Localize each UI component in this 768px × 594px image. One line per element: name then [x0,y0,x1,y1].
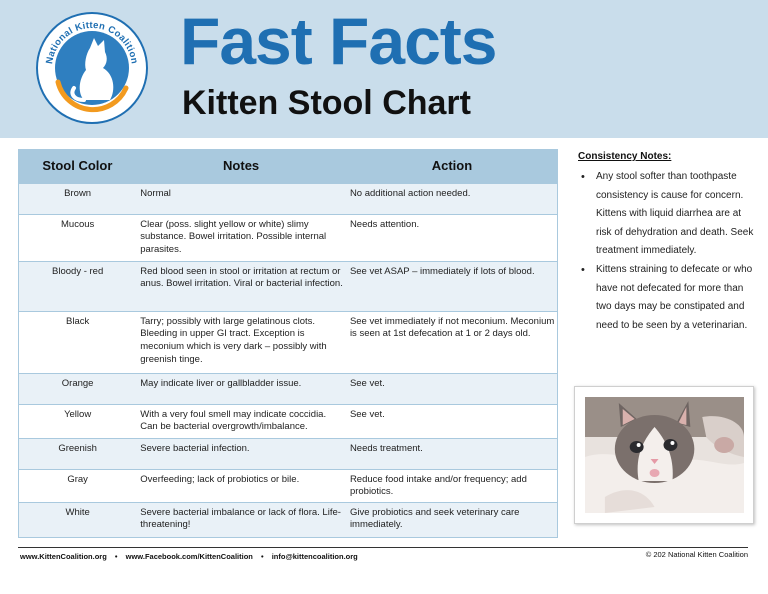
cat-silhouette-icon [70,38,114,102]
action-cell: See vet. [345,403,558,438]
website-link[interactable]: www.KittenCoalition.org [20,552,107,561]
table-row: Gray Overfeeding; lack of probiotics or … [18,468,558,502]
stool-color-cell: Mucous [18,213,137,261]
stool-color-cell: Bloody - red [18,260,137,311]
header-banner: National Kitten Coalition Fast Facts Kit… [0,0,768,138]
table-row: Black Tarry; possibly with large gelatin… [18,310,558,373]
notes-cell: Severe bacterial infection. [136,437,346,469]
notes-cell: Severe bacterial imbalance or lack of fl… [136,501,346,538]
table-row: Yellow With a very foul smell may indica… [18,403,558,438]
action-cell: Needs treatment. [345,437,558,469]
notes-cell: Red blood seen in stool or irritation at… [136,260,346,311]
action-cell: See vet immediately if not meconium. Mec… [345,310,558,373]
footer-separator: • [260,552,264,561]
notes-cell: May indicate liver or gallbladder issue. [136,372,346,404]
action-cell: Reduce food intake and/or frequency; add… [345,468,558,502]
notes-cell: Clear (poss. slight yellow or white) sli… [136,213,346,261]
table-row: Orange May indicate liver or gallbladder… [18,372,558,404]
table-row: White Severe bacterial imbalance or lack… [18,501,558,538]
column-header-action: Action [345,149,558,183]
stool-color-cell: Yellow [18,403,137,438]
table-row: Brown Normal No additional action needed… [18,182,558,214]
footer-links: www.KittenCoalition.org • www.Facebook.c… [20,552,358,561]
action-cell: See vet ASAP – immediately if lots of bl… [345,260,558,311]
stool-color-cell: Black [18,310,137,373]
column-header-stool-color: Stool Color [18,149,137,183]
stool-color-cell: Gray [18,468,137,502]
kitten-photo-frame [574,386,754,524]
action-cell: See vet. [345,372,558,404]
page-subtitle: Kitten Stool Chart [182,84,471,122]
list-item: Any stool softer than toothpaste consist… [578,168,758,261]
column-header-notes: Notes [135,149,346,183]
facebook-link[interactable]: www.Facebook.com/KittenCoalition [125,552,253,561]
table-row: Bloody - red Red blood seen in stool or … [18,260,558,311]
stool-color-cell: White [18,501,137,538]
table-header-row: Stool Color Notes Action [18,149,558,183]
action-cell: Needs attention. [345,213,558,261]
consistency-notes: Consistency Notes: Any stool softer than… [578,151,758,335]
copyright-text: © 202 National Kitten Coalition [645,550,748,559]
stool-chart-table-container: Stool Color Notes Action Brown Normal No… [18,149,558,538]
email-link[interactable]: info@kittencoalition.org [271,552,358,561]
footer-divider [18,547,748,548]
notes-cell: Normal [136,182,346,214]
stool-chart-table: Stool Color Notes Action Brown Normal No… [18,149,558,538]
national-kitten-coalition-logo: National Kitten Coalition [36,12,148,124]
page-title: Fast Facts [180,4,497,78]
consistency-notes-heading: Consistency Notes: [578,151,672,162]
stool-color-cell: Brown [18,182,137,214]
table-row: Greenish Severe bacterial infection. Nee… [18,437,558,469]
footer-separator: • [114,552,118,561]
list-item: Kittens straining to defecate or who hav… [578,261,758,335]
action-cell: Give probiotics and seek veterinary care… [345,501,558,538]
action-cell: No additional action needed. [345,182,558,214]
notes-cell: With a very foul smell may indicate cocc… [136,403,346,438]
stool-color-cell: Greenish [18,437,137,469]
notes-cell: Overfeeding; lack of probiotics or bile. [136,468,346,502]
stool-color-cell: Orange [18,372,137,404]
consistency-notes-list: Any stool softer than toothpaste consist… [578,168,758,335]
kitten-photo [585,397,744,513]
notes-cell: Tarry; possibly with large gelatinous cl… [136,310,346,373]
table-row: Mucous Clear (poss. slight yellow or whi… [18,213,558,261]
